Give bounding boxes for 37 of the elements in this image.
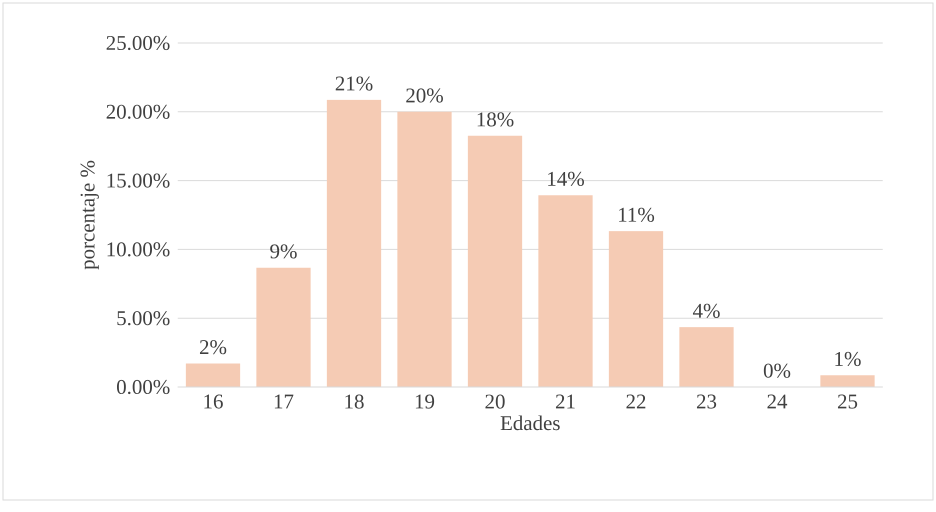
data-label: 20%: [406, 88, 443, 103]
x-tick-label: 24: [767, 394, 788, 408]
bar: [820, 375, 875, 387]
data-label: 2%: [200, 340, 226, 354]
x-tick-label: 18: [345, 394, 364, 409]
x-tick-label: 25: [838, 394, 858, 409]
y-tick-label: 20.00%: [106, 104, 170, 119]
x-tick-label: 16: [204, 394, 223, 409]
bar: [397, 112, 452, 387]
y-tick-label: 10.00%: [108, 242, 170, 257]
y-tick-label: 0.00%: [116, 380, 170, 394]
data-label: 9%: [270, 244, 297, 259]
bar: [186, 363, 240, 387]
x-axis-title: Edades: [500, 415, 560, 430]
y-tick-label: 5.00%: [117, 311, 170, 326]
data-label: 1%: [835, 352, 861, 366]
x-tick-label: 17: [274, 394, 294, 408]
data-label: 11%: [619, 208, 654, 222]
y-tick-label: 25.00%: [106, 36, 170, 50]
bar: [608, 231, 664, 387]
x-tick-label: 23: [696, 394, 716, 409]
x-tick-label: 20: [485, 394, 505, 409]
bar: [538, 195, 593, 387]
x-tick-label: 19: [416, 394, 434, 409]
x-tick-label: 21: [556, 394, 575, 408]
bar: [679, 327, 734, 387]
x-tick-label: 22: [626, 394, 646, 408]
data-label: 18%: [478, 112, 514, 127]
bar: [256, 268, 311, 387]
y-axis-title: porcentaje %: [80, 160, 99, 270]
data-label: 14%: [548, 172, 584, 186]
data-label: 4%: [692, 304, 720, 318]
y-tick-label: 15.00%: [108, 174, 170, 188]
bar: [326, 100, 382, 387]
data-label: 0%: [764, 364, 790, 378]
data-label: 21%: [336, 76, 372, 91]
bar: [468, 136, 522, 387]
